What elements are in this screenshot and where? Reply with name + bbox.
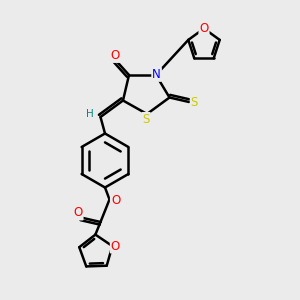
Text: O: O: [200, 22, 208, 35]
Text: S: S: [142, 113, 150, 126]
Text: O: O: [111, 49, 120, 62]
Text: H: H: [86, 109, 94, 119]
Text: S: S: [191, 95, 198, 109]
Text: N: N: [152, 68, 161, 81]
Text: O: O: [111, 239, 120, 253]
Text: O: O: [111, 194, 120, 208]
Text: O: O: [74, 206, 82, 220]
